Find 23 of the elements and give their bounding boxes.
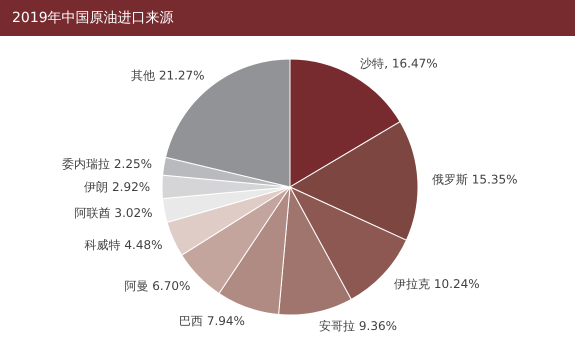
slice-label: 沙特 [360,56,384,71]
data-label: 2.25% [114,156,152,171]
slice-label: 巴西 [178,314,203,328]
data-label: 21.27% [158,68,205,83]
chart-title: 2019年中国原油进口来源 [12,10,174,26]
data-label: 15.35% [472,172,518,186]
slice-label: 阿曼 [124,279,148,294]
slice-label: 其他 [130,68,155,83]
slice-label: 伊拉克 [394,276,430,291]
slice-label: 科威特 [84,238,120,252]
data-label: 4.48% [124,238,163,252]
slice-label: 阿联酋 [74,206,110,220]
data-label: 10.24% [434,276,480,291]
data-label: 9.36% [358,319,398,334]
slice-label: 安哥拉 [318,319,355,334]
data-label: 2.92% [112,180,150,194]
data-label: 7.94% [206,314,245,328]
data-label: 3.02% [114,206,153,220]
slice-label: 俄罗斯 [432,172,468,186]
data-label: 6.70% [152,279,190,294]
slice-label: 伊朗 [84,180,108,194]
slice-label: 委内瑞拉 [62,156,110,171]
data-label: , 16.47% [384,56,438,71]
